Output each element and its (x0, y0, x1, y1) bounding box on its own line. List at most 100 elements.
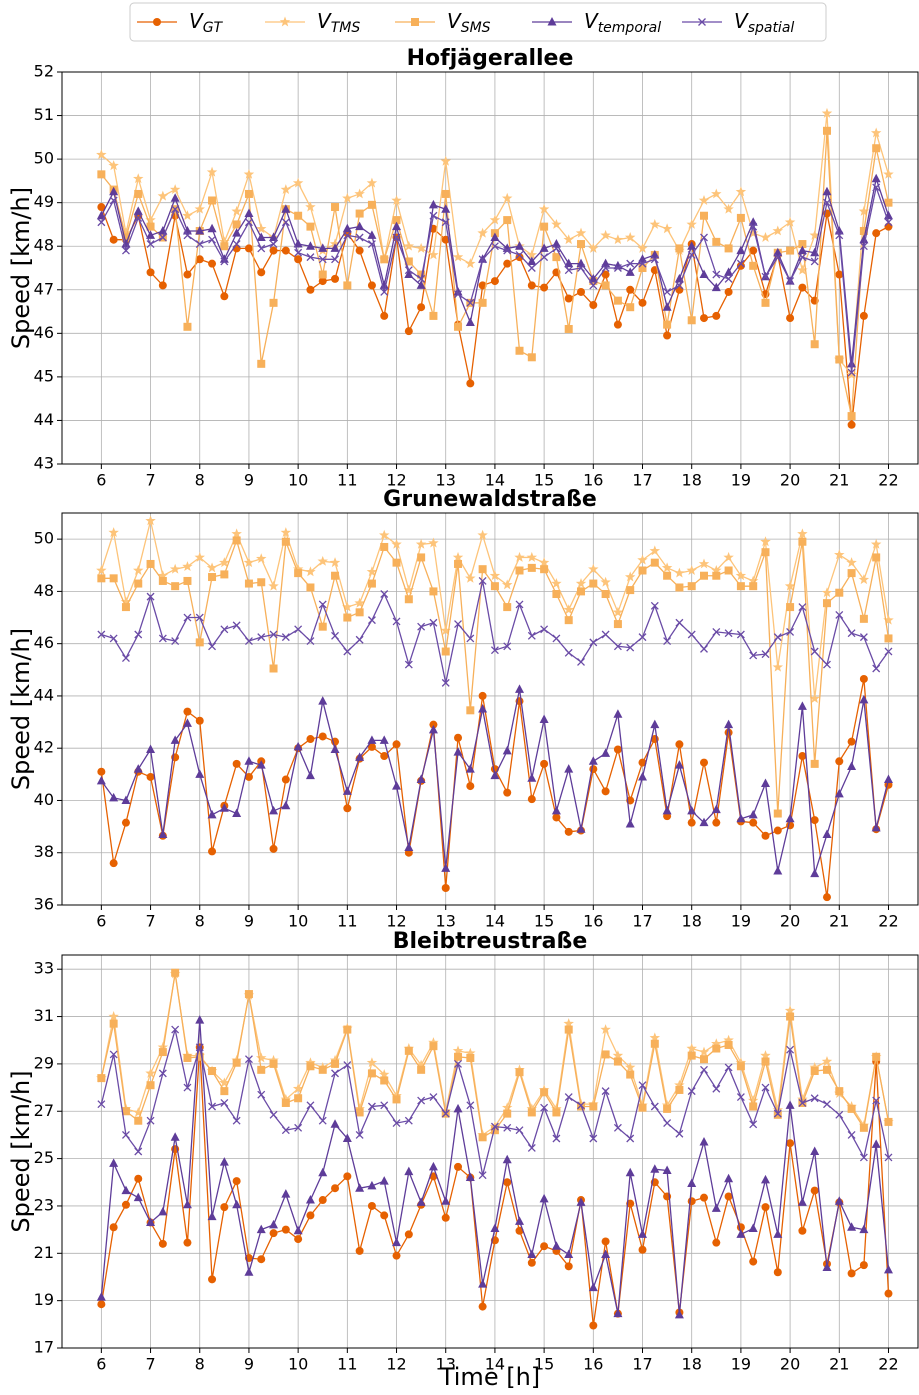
marker (662, 805, 672, 815)
marker (379, 1069, 390, 1080)
marker (637, 554, 648, 565)
marker (490, 582, 499, 591)
marker (293, 239, 303, 248)
marker (342, 1133, 352, 1142)
marker (760, 1050, 771, 1061)
y-tick-label: 44 (34, 685, 54, 704)
marker (538, 203, 550, 214)
marker (527, 1258, 536, 1267)
marker (589, 765, 598, 774)
marker (761, 1203, 770, 1212)
marker (859, 614, 868, 623)
marker (526, 249, 538, 260)
marker (847, 420, 856, 429)
marker (638, 633, 647, 642)
marker (170, 193, 180, 202)
marker (724, 1192, 733, 1201)
marker (773, 1268, 782, 1277)
marker (392, 1119, 401, 1128)
marker (711, 1038, 722, 1049)
marker (847, 629, 856, 638)
marker (429, 211, 438, 220)
marker (749, 1257, 758, 1266)
marker (884, 1289, 893, 1298)
x-tick-label: 8 (195, 912, 205, 931)
marker (551, 218, 562, 229)
marker (749, 261, 758, 270)
marker (638, 1229, 648, 1238)
marker (711, 1203, 721, 1212)
marker (281, 800, 291, 810)
marker (761, 831, 770, 840)
marker (428, 537, 439, 548)
marker (355, 209, 364, 218)
marker (392, 558, 401, 567)
marker (306, 583, 315, 592)
marker (183, 322, 192, 331)
marker (232, 1199, 242, 1209)
marker (97, 1300, 106, 1309)
marker (700, 211, 708, 220)
marker (220, 292, 229, 301)
marker (269, 805, 279, 815)
x-tick-label: 17 (632, 1355, 652, 1374)
marker (331, 203, 340, 212)
marker (454, 290, 462, 299)
marker (674, 1309, 684, 1319)
marker (649, 218, 661, 229)
axes-frame (61, 71, 919, 465)
marker (379, 529, 390, 540)
marker (454, 1162, 463, 1171)
marker (97, 1074, 106, 1083)
x-tick-label: 17 (632, 471, 652, 490)
marker (429, 587, 438, 596)
marker (761, 1083, 770, 1092)
marker (786, 627, 795, 636)
legend-subscript: GT (203, 20, 224, 36)
marker (847, 412, 856, 421)
marker (465, 1047, 476, 1058)
marker (466, 1053, 475, 1062)
marker (501, 579, 513, 590)
marker (564, 1249, 574, 1258)
marker (736, 213, 745, 222)
marker (871, 1139, 881, 1148)
marker (109, 634, 118, 643)
marker (134, 189, 143, 198)
marker (306, 253, 315, 262)
marker (206, 166, 218, 177)
marker (306, 222, 315, 231)
marker (392, 1237, 402, 1247)
marker (367, 230, 377, 239)
marker (220, 242, 229, 251)
marker (810, 1146, 820, 1155)
legend-subscript: spatial (748, 20, 795, 36)
marker (773, 253, 782, 262)
marker (417, 622, 426, 631)
marker (551, 239, 561, 248)
marker (687, 1197, 696, 1206)
marker (859, 226, 868, 235)
marker (797, 701, 807, 710)
marker (736, 261, 745, 270)
y-tick-label: 52 (34, 62, 54, 81)
marker (195, 1052, 204, 1061)
marker (797, 1197, 807, 1206)
marker (700, 1055, 708, 1064)
marker (711, 188, 722, 199)
marker (589, 638, 598, 647)
marker (786, 1139, 795, 1148)
marker (441, 863, 451, 872)
marker (822, 186, 832, 196)
marker (478, 255, 487, 264)
marker (134, 1147, 143, 1156)
marker (232, 536, 241, 545)
marker (478, 1279, 488, 1288)
marker (501, 1102, 513, 1113)
marker (527, 1108, 536, 1117)
marker (379, 735, 389, 744)
marker (281, 537, 290, 546)
marker (121, 246, 130, 255)
y-tick-label: 44 (34, 410, 54, 429)
y-tick-label: 46 (34, 633, 54, 652)
